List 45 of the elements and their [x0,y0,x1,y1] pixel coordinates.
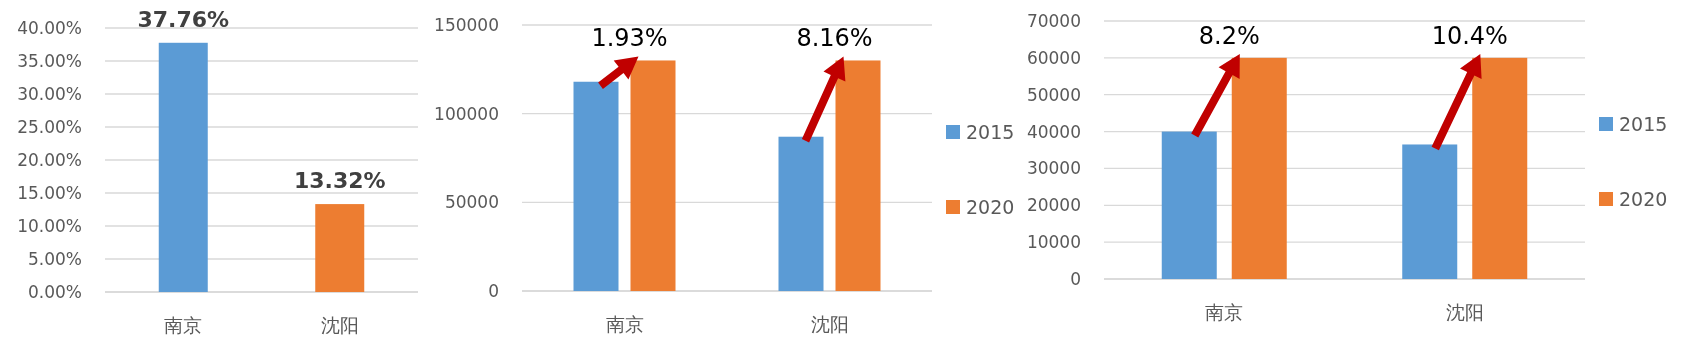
x-tick-label: 沈阳 [320,314,359,336]
bar [630,60,676,291]
data-label: 13.32% [293,168,386,194]
data-label: 37.76% [137,6,230,32]
legend-label: 2020 [966,196,1015,218]
x-tick-label: 沈阳 [1445,301,1484,323]
y-tick-label: 25.00% [17,117,82,137]
x-tick-label: 沈阳 [810,313,849,335]
y-tick-label: 70000 [1026,11,1081,31]
y-tick-label: 0.00% [27,282,82,302]
annotation: 1.93% [591,24,668,53]
bar [1472,57,1528,279]
bar [835,60,881,291]
y-tick-label: 20000 [1026,195,1081,216]
bar [1231,57,1287,279]
y-tick-label: 40.00% [17,18,82,38]
bar [573,81,619,291]
y-tick-label: 0 [488,281,499,301]
y-tick-label: 50000 [444,192,499,213]
annotation: 8.2% [1198,21,1260,50]
x-tick-label: 南京 [1205,301,1244,323]
y-tick-label: 100000 [434,103,499,124]
y-tick-label: 60000 [1026,47,1081,68]
x-tick-label: 南京 [605,313,644,335]
y-tick-label: 0 [1070,269,1081,289]
x-tick-label: 南京 [164,314,203,336]
y-tick-label: 35.00% [17,51,82,71]
bar [1402,144,1458,279]
y-tick-label: 20.00% [17,150,82,170]
annotation: 8.16% [796,24,873,53]
y-tick-label: 10000 [1026,232,1081,253]
legend-label: 2015 [1619,113,1668,135]
y-tick-label: 50000 [1026,84,1081,105]
y-tick-label: 30.00% [17,84,82,104]
y-tick-label: 10.00% [17,216,82,236]
y-tick-label: 30000 [1026,158,1081,179]
bar [778,136,824,291]
bar [1161,131,1217,279]
y-tick-label: 5.00% [27,249,82,269]
legend-label: 2020 [1619,188,1668,210]
y-tick-label: 40000 [1026,121,1081,142]
annotation: 10.4% [1431,21,1508,50]
y-tick-label: 15.00% [17,183,82,203]
y-tick-label: 150000 [434,15,499,35]
legend-label: 2015 [966,121,1015,143]
